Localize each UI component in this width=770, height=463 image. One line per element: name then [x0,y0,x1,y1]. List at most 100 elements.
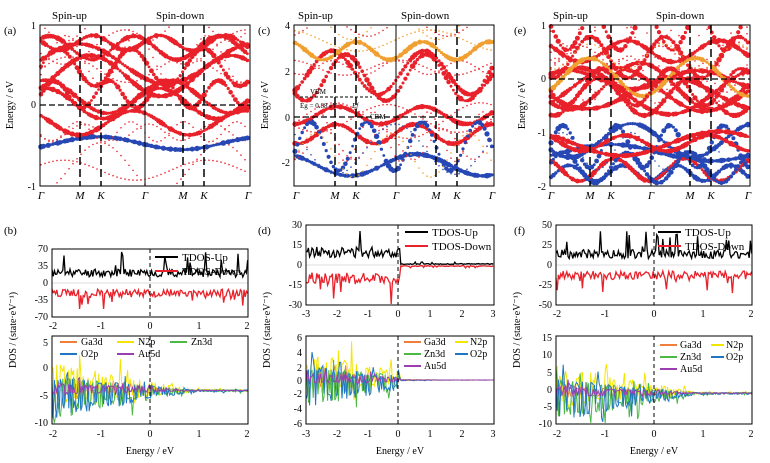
ytick: 0 [297,376,302,387]
band-point [563,103,568,108]
xtick: 1 [428,309,433,320]
band-point [442,165,444,168]
band-point [318,106,320,108]
band-point [386,135,388,138]
band-point [88,128,90,130]
band-point [363,121,367,125]
band-point [590,166,592,169]
band-point [746,135,750,139]
band-point [364,77,370,83]
ytick: -10 [35,418,48,429]
band-point [156,125,158,128]
band-point [212,67,214,69]
band-point [670,49,672,52]
band-point [490,103,492,106]
band-point [399,163,402,167]
band-point [490,49,492,51]
band-point [470,132,472,135]
band-point [594,57,599,62]
ytick: -25 [539,280,552,291]
band-point [327,169,331,173]
band-point [382,138,384,140]
band-point [244,79,250,85]
band-point [613,158,618,163]
band-point [306,33,308,35]
band-point [180,45,185,50]
band-point [616,153,621,158]
band-point [167,146,174,152]
band-point [164,54,166,57]
band-point [450,132,452,134]
kpoint-label: Γ [647,190,655,202]
band-point [367,81,372,87]
band-point [310,34,312,37]
band-point [454,137,456,140]
band-point [330,43,332,46]
band-point [426,26,428,29]
band-point [216,137,218,140]
band-point [705,88,709,93]
band-point [366,117,368,119]
band-point [658,165,660,167]
band-point [60,177,62,180]
band-point [474,102,476,105]
band-point [662,179,666,183]
band-point [746,83,750,87]
band-point [470,42,472,44]
legend-label-n2p: N2p [726,340,743,351]
band-point [414,135,416,137]
band-point [669,164,673,168]
band-point [383,158,389,164]
band-point [224,59,226,62]
band-point [642,58,644,61]
band-point [406,60,408,62]
band-point [438,33,440,36]
band-point [100,70,102,73]
band-point [75,51,79,55]
band-point [96,68,98,70]
band-point [571,156,575,160]
band-point [72,42,77,46]
band-point [326,70,328,73]
band-point [606,34,611,40]
band-point [370,72,372,74]
band-point [212,143,216,147]
band-point [486,145,488,147]
ytick: -1 [28,182,36,193]
band-point [577,166,582,171]
band-point [132,81,134,83]
band-point [120,154,122,157]
band-point [294,29,296,32]
band-point [626,27,628,29]
band-point [398,105,400,108]
band-point [374,70,376,72]
band-point [450,157,452,159]
band-point [358,36,360,39]
pdos-legend-1: Ga3d N2p Zn3d O2p Au5d [60,337,212,360]
band-point [220,72,222,75]
band-point [197,99,202,105]
band-point [638,58,640,61]
band-point [659,173,664,178]
tdos-plot-b [51,248,249,318]
band-point [60,39,62,42]
band-point [441,65,447,70]
band-point [586,162,588,164]
band-point [424,123,430,128]
band-point [694,68,696,71]
band-point [196,158,198,161]
band-point [374,111,376,114]
band-point [124,29,126,31]
band-point [729,84,733,89]
band-point [550,30,552,32]
band-point [244,125,246,128]
band-point [298,149,300,151]
band-point [389,84,393,89]
legend-label-up: TDOS-Up [685,227,731,239]
band-point [116,131,118,134]
band-point [579,169,585,175]
band-point [60,63,62,65]
legend-label-zn3d: Zn3d [680,352,701,363]
band-point [294,59,296,62]
band-point [192,56,194,59]
